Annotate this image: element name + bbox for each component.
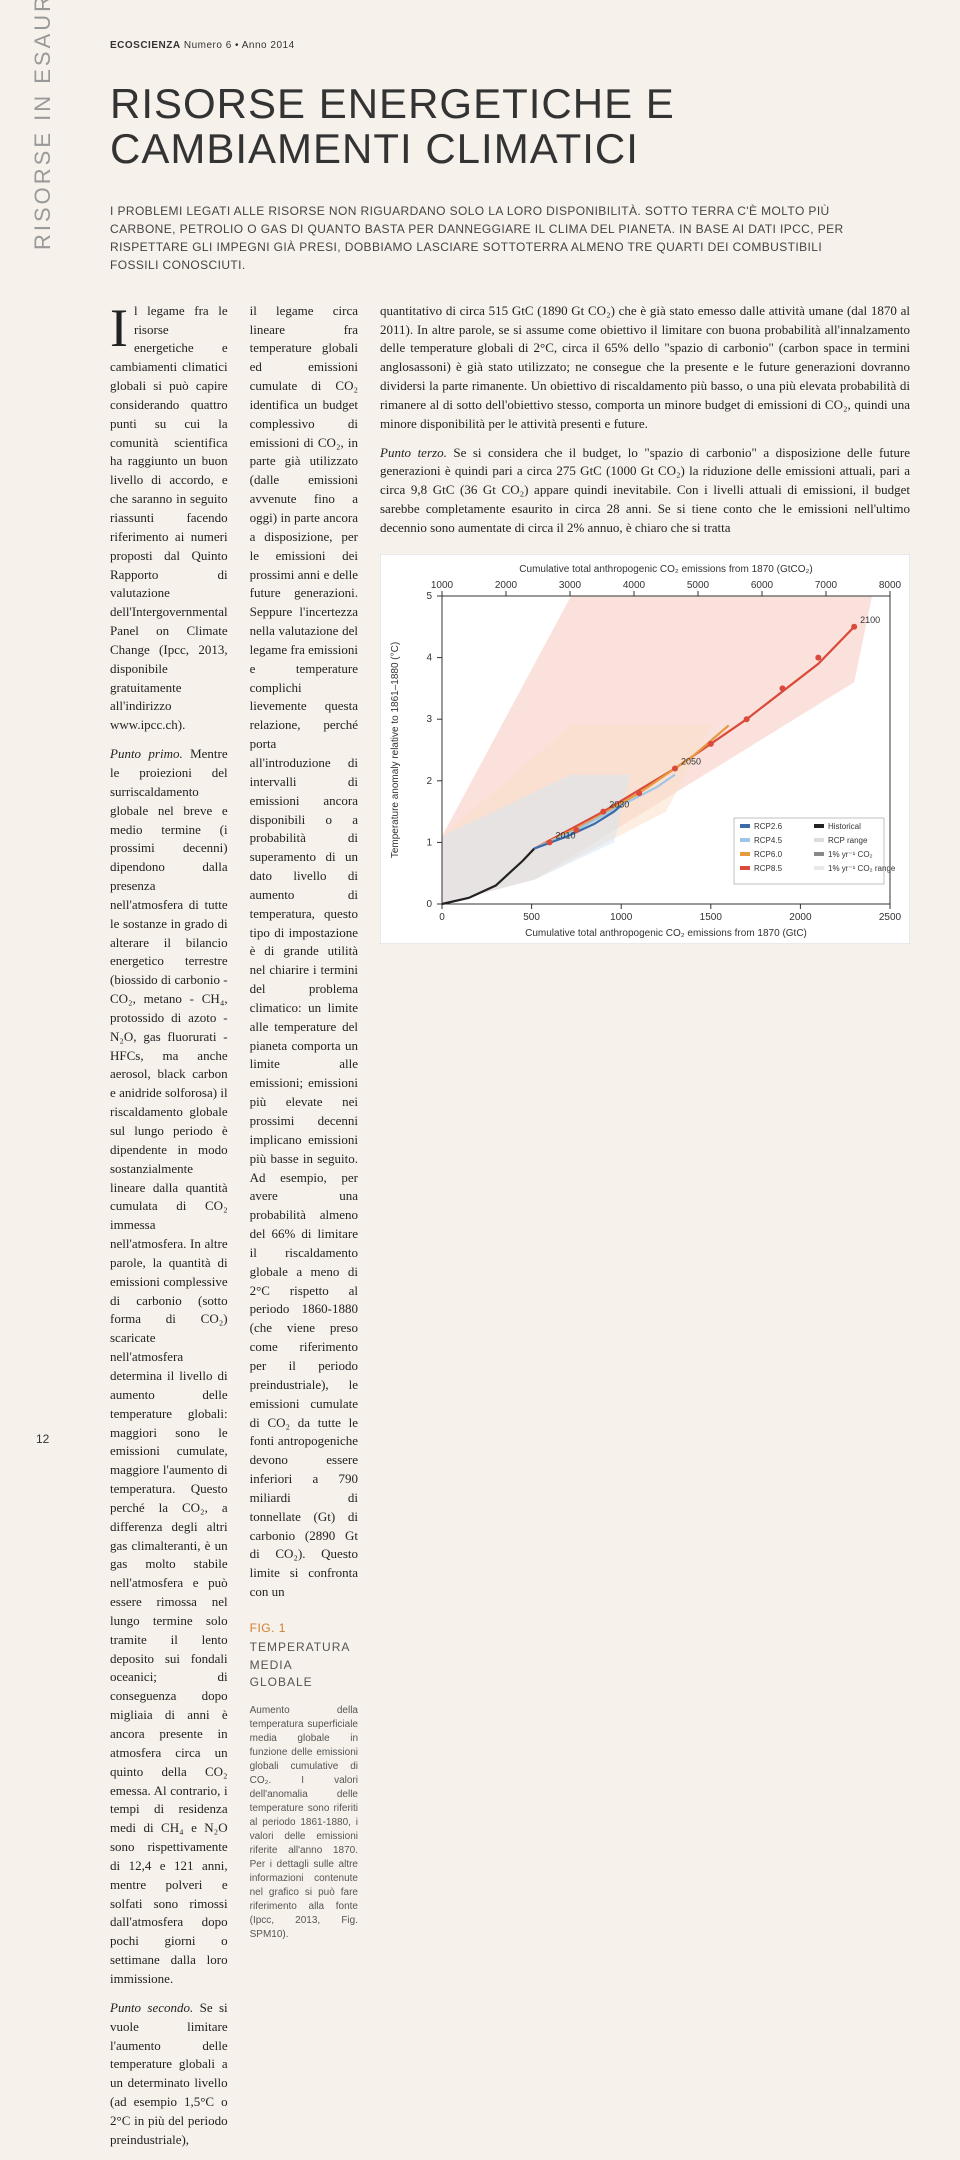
svg-text:3: 3 (426, 714, 432, 725)
col1-p1-text: l legame fra le risorse energetiche e ca… (110, 303, 228, 733)
figure-caption: FIG. 1 TEMPERATURA MEDIA GLOBALE Aumento… (250, 1620, 358, 1942)
col2-p1: il legame circa lineare fra temperature … (250, 302, 358, 1602)
svg-text:5000: 5000 (687, 580, 710, 591)
col1-p3-text: Se si vuole limitare l'aumento delle tem… (110, 2000, 228, 2147)
figure-desc: Aumento della temperatura superficiale m… (250, 1704, 358, 1942)
svg-text:Cumulative total anthropogenic: Cumulative total anthropogenic CO₂ emiss… (519, 564, 812, 575)
svg-text:2050: 2050 (681, 756, 701, 766)
point-secondo-label: Punto secondo. (110, 2000, 193, 2015)
svg-text:RCP4.5: RCP4.5 (754, 836, 783, 845)
svg-text:7000: 7000 (815, 580, 838, 591)
body-columns: Il legame fra le risorse energetiche e c… (110, 302, 910, 2160)
journal-name: ECOSCIENZA (110, 40, 181, 51)
article-intro: I PROBLEMI LEGATI ALLE RISORSE NON RIGUA… (110, 202, 870, 274)
svg-text:2500: 2500 (879, 912, 902, 923)
article-title: RISORSE ENERGETICHE E CAMBIAMENTI CLIMAT… (110, 81, 910, 172)
svg-text:4: 4 (426, 652, 432, 663)
temperature-emissions-chart: 0 500 1000 1500 2000 2500 Cumulative total ant… (380, 554, 910, 944)
col1-p2: Punto primo. Mentre le proiezioni del su… (110, 745, 228, 1989)
col1-p2-text: Mentre le proiezioni del surriscaldament… (110, 746, 228, 1986)
column-1: Il legame fra le risorse energetiche e c… (110, 302, 228, 2160)
svg-text:500: 500 (523, 912, 540, 923)
section-label: RISORSE IN ESAURIMENTO (30, 0, 56, 250)
svg-text:4000: 4000 (623, 580, 646, 591)
point-primo-label: Punto primo. (110, 746, 183, 761)
svg-text:1000: 1000 (610, 912, 633, 923)
svg-text:0: 0 (439, 912, 445, 923)
svg-text:2000: 2000 (789, 912, 812, 923)
svg-text:1500: 1500 (700, 912, 723, 923)
svg-text:RCP2.6: RCP2.6 (754, 822, 783, 831)
col3-p1: quantitativo di circa 515 GtC (1890 Gt C… (380, 302, 910, 434)
svg-text:RCP range: RCP range (828, 836, 868, 845)
figure-title: TEMPERATURA MEDIA GLOBALE (250, 1639, 358, 1691)
col3-p2: Punto terzo. Se si considera che il budg… (380, 444, 910, 538)
svg-text:6000: 6000 (751, 580, 774, 591)
svg-text:8000: 8000 (879, 580, 902, 591)
svg-text:Temperature anomaly relative t: Temperature anomaly relative to 1861–188… (390, 642, 401, 858)
svg-text:Historical: Historical (828, 822, 861, 831)
svg-text:RCP6.0: RCP6.0 (754, 850, 783, 859)
col1-p3: Punto secondo. Se si vuole limitare l'au… (110, 1999, 228, 2150)
svg-text:0: 0 (426, 899, 432, 910)
figure-label: FIG. 1 (250, 1620, 358, 1637)
svg-text:2030: 2030 (609, 799, 629, 809)
svg-text:2010: 2010 (556, 830, 576, 840)
journal-meta: ECOSCIENZA Numero 6 • Anno 2014 (110, 40, 910, 51)
svg-text:1: 1 (426, 837, 432, 848)
svg-text:2100: 2100 (860, 615, 880, 625)
svg-text:Cumulative total anthropogenic: Cumulative total anthropogenic CO₂ emiss… (525, 928, 807, 939)
col1-p1: Il legame fra le risorse energetiche e c… (110, 302, 228, 735)
col3-p2-text: Se si considera che il budget, lo "spazi… (380, 445, 910, 535)
column-3: quantitativo di circa 515 GtC (1890 Gt C… (380, 302, 910, 2160)
issue: Numero 6 • Anno 2014 (184, 40, 295, 51)
svg-text:2000: 2000 (495, 580, 518, 591)
svg-text:5: 5 (426, 591, 432, 602)
dropcap: I (110, 302, 134, 352)
figure-chart: 0 500 1000 1500 2000 2500 Cumulative total ant… (380, 554, 910, 950)
svg-text:2: 2 (426, 776, 432, 787)
svg-text:1% yr⁻¹ CO₂: 1% yr⁻¹ CO₂ (828, 850, 873, 859)
column-2: il legame circa lineare fra temperature … (250, 302, 358, 2160)
point-terzo-label: Punto terzo. (380, 445, 447, 460)
svg-text:1% yr⁻¹ CO₂ range: 1% yr⁻¹ CO₂ range (828, 864, 896, 873)
svg-text:3000: 3000 (559, 580, 582, 591)
page-number: 12 (36, 1432, 49, 1446)
svg-text:1000: 1000 (431, 580, 454, 591)
svg-text:RCP8.5: RCP8.5 (754, 864, 783, 873)
